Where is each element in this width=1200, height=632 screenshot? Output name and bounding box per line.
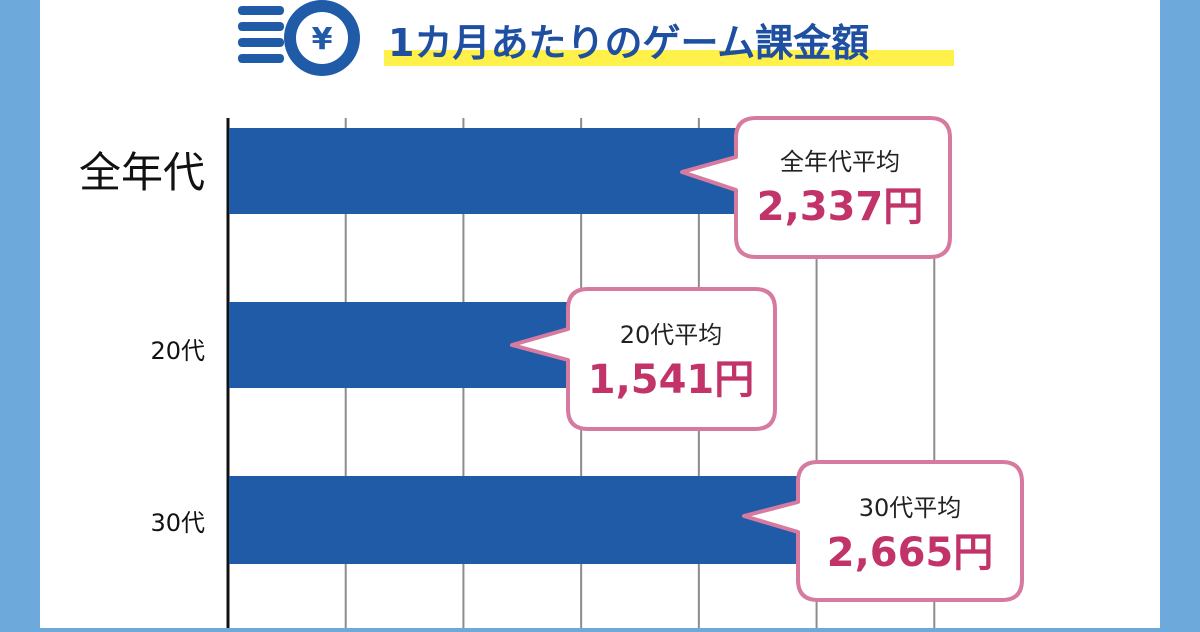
title-highlight (384, 50, 954, 66)
svg-text:¥: ¥ (312, 22, 333, 57)
chart-title-group: ¥ 1カ月あたりのゲーム課金額 (238, 0, 954, 76)
callout-all-ages: 全年代平均 2,337円 (680, 116, 952, 259)
callout-value-30s: 2,665円 (827, 530, 994, 576)
callout-label-all-ages: 全年代平均 (780, 148, 900, 176)
chart-title: 1カ月あたりのゲーム課金額 (388, 21, 869, 65)
category-label-20s: 20代 (150, 337, 205, 365)
yen-coin-stack-icon: ¥ (238, 0, 360, 76)
callout-bubble-20s (510, 287, 777, 431)
callout-bubble-all-ages (680, 116, 952, 259)
category-label-all-ages: 全年代 (79, 148, 205, 197)
callout-value-20s: 1,541円 (588, 357, 755, 403)
callout-value-all-ages: 2,337円 (757, 184, 924, 230)
callout-bubble-30s (742, 460, 1024, 602)
callout-20s: 20代平均 1,541円 (510, 287, 777, 431)
callout-30s: 30代平均 2,665円 (742, 460, 1024, 602)
callout-label-20s: 20代平均 (620, 321, 723, 349)
category-label-30s: 30代 (150, 509, 205, 537)
callout-label-30s: 30代平均 (859, 494, 962, 522)
category-labels: 全年代 20代 30代 (79, 148, 205, 537)
